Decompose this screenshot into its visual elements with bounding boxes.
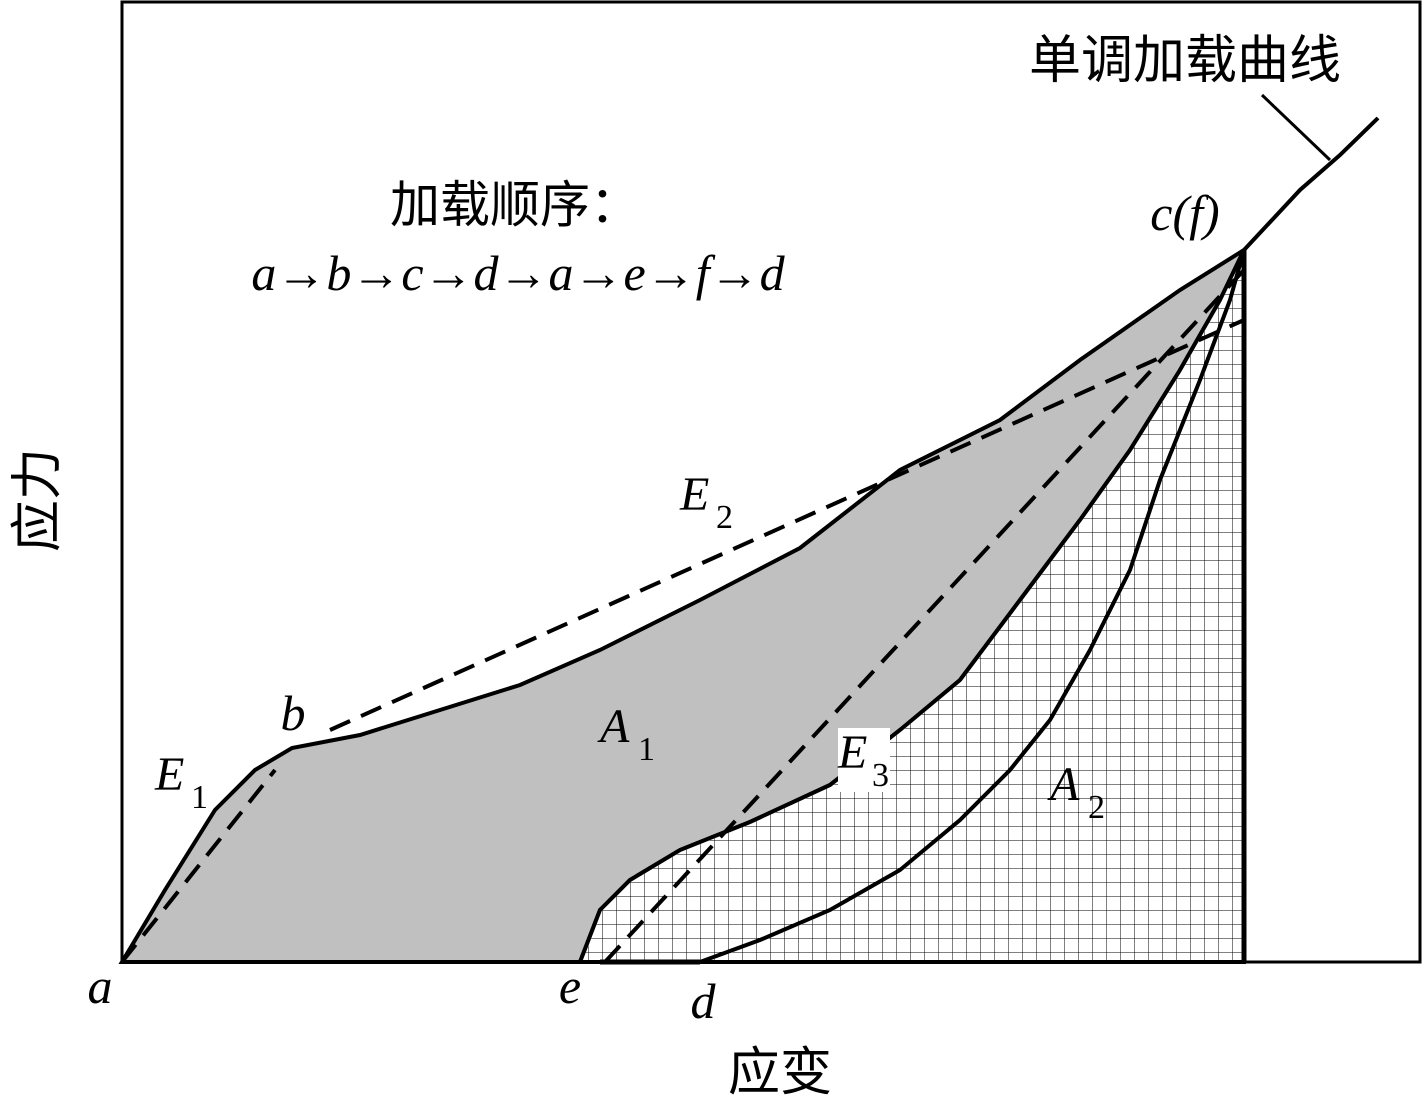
- label-e2: E 2: [679, 468, 733, 536]
- y-axis-label: 应力: [10, 448, 67, 552]
- label-sub: 2: [716, 499, 733, 536]
- dashed-e1: [120, 768, 277, 964]
- label-a1: A 1: [597, 700, 655, 768]
- sequence-title: 加载顺序：: [390, 177, 640, 233]
- label-sub: 3: [872, 757, 889, 794]
- label-sub: 1: [191, 779, 208, 816]
- label-e3: E 3: [837, 726, 889, 794]
- label-sub: 1: [638, 731, 655, 768]
- label-letter: E: [679, 468, 709, 521]
- label-letter: A: [1047, 758, 1080, 811]
- dashed-e2: [329, 318, 1245, 732]
- annotation: 单调加载曲线: [1029, 33, 1341, 90]
- reload-curve: [699, 249, 1246, 964]
- monotonic-curve: [1242, 116, 1380, 252]
- point-d: d: [691, 973, 717, 1029]
- label-sub: 2: [1088, 789, 1105, 826]
- label-letter: E: [154, 748, 184, 801]
- label-letter: E: [837, 726, 867, 779]
- label-e1: E 1: [154, 748, 208, 816]
- label-bg: [838, 728, 890, 792]
- point-e: e: [559, 958, 581, 1014]
- sequence-text: a→b→c→d→a→e→f→d: [251, 245, 785, 301]
- dashed-e3: [603, 268, 1246, 964]
- label-letter: A: [597, 700, 630, 753]
- point-c: c(f): [1150, 185, 1219, 241]
- leader-line: [1260, 93, 1332, 162]
- x-axis-label: 应变: [728, 1045, 832, 1101]
- point-b: b: [281, 685, 306, 741]
- area-a2: [577, 249, 1246, 964]
- label-a2: A 2: [1047, 758, 1105, 826]
- point-a: a: [88, 958, 113, 1014]
